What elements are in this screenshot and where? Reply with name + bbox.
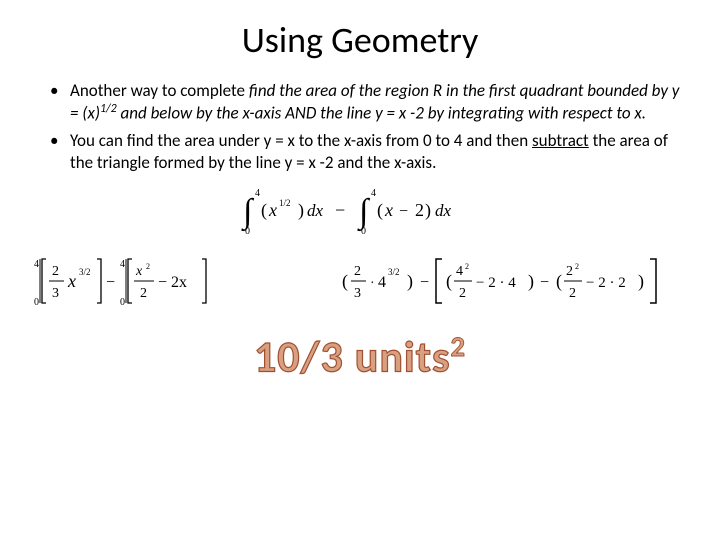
svg-text:−: − [106, 274, 115, 291]
svg-text:4: 4 [456, 264, 463, 279]
svg-text:(: ( [377, 200, 383, 221]
integral-svg: ∫ 4 0 ( x 1/2 ) dx − ∫ 4 0 ( x − 2 ) dx [225, 184, 495, 236]
svg-text:4: 4 [378, 274, 386, 291]
minus-sign: − [335, 200, 345, 220]
svg-text:(: ( [342, 271, 348, 292]
svg-text:): ) [425, 200, 431, 221]
dx1: dx [307, 201, 324, 220]
svg-text:3/2: 3/2 [79, 267, 91, 277]
svg-text:4: 4 [34, 259, 39, 270]
svg-text:(: ( [556, 271, 562, 292]
b1-exponent: 1/2 [100, 102, 117, 116]
svg-text:4: 4 [120, 259, 125, 270]
svg-text:3: 3 [52, 286, 59, 301]
int2-lower: 0 [361, 226, 366, 236]
svg-text:x: x [135, 264, 143, 279]
svg-text:−: − [420, 274, 429, 291]
svg-text:x: x [384, 200, 393, 220]
svg-text:2: 2 [459, 286, 466, 301]
svg-text:−: − [540, 274, 549, 291]
final-answer: 10/3 units2 [30, 329, 690, 384]
answer-exponent: 2 [451, 329, 467, 364]
svg-text:−: − [399, 203, 408, 220]
bullet-1: Another way to complete find the area of… [50, 80, 690, 124]
svg-text:(: ( [446, 271, 452, 292]
svg-text:): ) [407, 271, 413, 292]
b1-text-prefix: Another way to complete [70, 80, 249, 101]
eval-right-svg: ( 2 3 · 4 3/2 ) − ( 4 2 2 − 2 · 4 ) − ( … [342, 253, 672, 309]
svg-text:2: 2 [415, 200, 424, 220]
int1-exp: 1/2 [279, 198, 291, 208]
svg-text:): ) [528, 271, 534, 292]
svg-text:2: 2 [465, 262, 469, 271]
answer-value: 10/3 units [254, 329, 451, 383]
svg-text:3/2: 3/2 [388, 267, 400, 277]
svg-text:− 2 · 2: − 2 · 2 [586, 275, 626, 291]
svg-text:2: 2 [354, 264, 361, 279]
svg-text:x: x [67, 271, 76, 291]
b2-underline: subtract [532, 130, 589, 151]
svg-text:2: 2 [140, 286, 147, 301]
evaluation-row: 4 0 2 3 x 3/2 − 4 0 x 2 2 [30, 253, 690, 309]
svg-text:− 2x: − 2x [158, 274, 187, 291]
svg-text:): ) [298, 200, 304, 221]
b2-text-prefix: You can find the area under y = x to the… [70, 130, 532, 151]
svg-text:2: 2 [146, 262, 150, 271]
b1-italic-2: and below by the x-axis AND the line y =… [117, 102, 646, 123]
svg-text:0: 0 [34, 297, 39, 308]
slide-title: Using Geometry [30, 18, 690, 62]
svg-text:− 2 · 4: − 2 · 4 [476, 275, 516, 291]
svg-text:3: 3 [354, 286, 361, 301]
svg-text:x: x [268, 200, 277, 220]
svg-text:): ) [638, 271, 644, 292]
dx2: dx [435, 201, 452, 220]
svg-text:·: · [370, 276, 375, 291]
slide-container: Using Geometry Another way to complete f… [0, 0, 720, 540]
int1-lower: 0 [245, 226, 250, 236]
svg-text:0: 0 [120, 297, 125, 308]
integral-expression: ∫ 4 0 ( x 1/2 ) dx − ∫ 4 0 ( x − 2 ) dx [30, 184, 690, 241]
eval-left-svg: 4 0 2 3 x 3/2 − 4 0 x 2 2 [34, 253, 214, 309]
int1-upper: 4 [255, 188, 260, 199]
svg-text:2: 2 [569, 286, 576, 301]
svg-text:(: ( [261, 200, 267, 221]
bullet-list: Another way to complete find the area of… [30, 80, 690, 174]
int2-upper: 4 [371, 188, 376, 199]
bullet-2: You can find the area under y = x to the… [50, 130, 690, 174]
svg-text:2: 2 [575, 262, 579, 271]
svg-text:2: 2 [52, 264, 59, 279]
svg-text:2: 2 [566, 264, 573, 279]
